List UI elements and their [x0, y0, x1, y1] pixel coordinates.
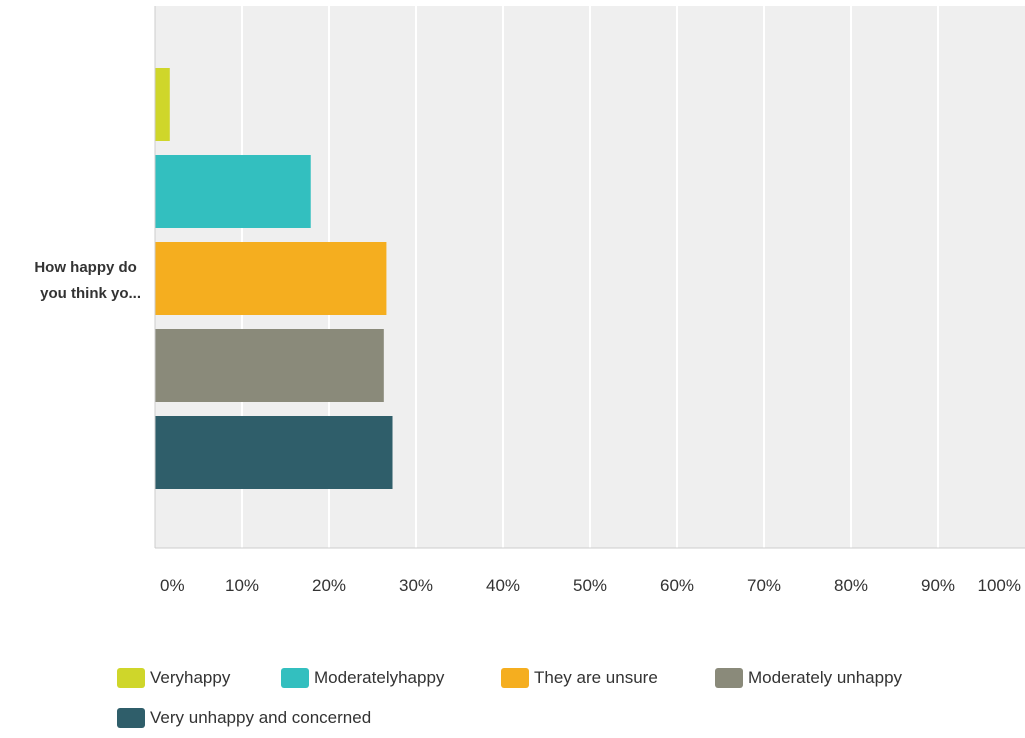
- x-tick-label: 100%: [978, 576, 1021, 595]
- category-label-line-1: How happy do: [34, 259, 137, 276]
- legend-swatch: [117, 668, 145, 688]
- x-tick-label: 10%: [225, 576, 259, 595]
- legend-item-moderatelyhappy: Moderatelyhappy: [281, 668, 444, 688]
- legend-label: They are unsure: [534, 668, 658, 687]
- legend-swatch: [715, 668, 743, 688]
- x-tick-label: 70%: [747, 576, 781, 595]
- legend-item-they-are-unsure: They are unsure: [501, 668, 658, 688]
- x-tick-labels: 0% 10% 20% 30% 40% 50% 60% 70% 80% 90% 100%: [160, 576, 1021, 595]
- category-label-line-2: you think yo...: [40, 285, 141, 302]
- bar-they-are-unsure: [155, 242, 387, 315]
- bar-very-unhappy-and-concerned: [155, 416, 393, 489]
- x-tick-label: 80%: [834, 576, 868, 595]
- legend-item-veryhappy: Veryhappy: [117, 668, 230, 688]
- legend-label: Moderatelyhappy: [314, 668, 445, 687]
- x-tick-label: 30%: [399, 576, 433, 595]
- x-tick-label: 20%: [312, 576, 346, 595]
- legend-swatch: [281, 668, 309, 688]
- legend-swatch: [501, 668, 529, 688]
- x-tick-label: 90%: [921, 576, 955, 595]
- legend-item-very-unhappy-and-concerned: Very unhappy and concerned: [117, 708, 371, 728]
- legend-swatch: [117, 708, 145, 728]
- x-tick-label: 60%: [660, 576, 694, 595]
- bar-moderatelyhappy: [155, 155, 311, 228]
- bars: [155, 68, 393, 489]
- x-tick-label: 40%: [486, 576, 520, 595]
- legend-label: Moderately unhappy: [748, 668, 903, 687]
- legend-item-moderately-unhappy: Moderately unhappy: [715, 668, 902, 688]
- bar-veryhappy: [155, 68, 170, 141]
- x-tick-label: 50%: [573, 576, 607, 595]
- bar-moderately-unhappy: [155, 329, 384, 402]
- legend-label: Veryhappy: [150, 668, 231, 687]
- x-tick-label: 0%: [160, 576, 185, 595]
- legend-label: Very unhappy and concerned: [150, 708, 372, 727]
- category-label: How happy do you think yo...: [34, 259, 141, 302]
